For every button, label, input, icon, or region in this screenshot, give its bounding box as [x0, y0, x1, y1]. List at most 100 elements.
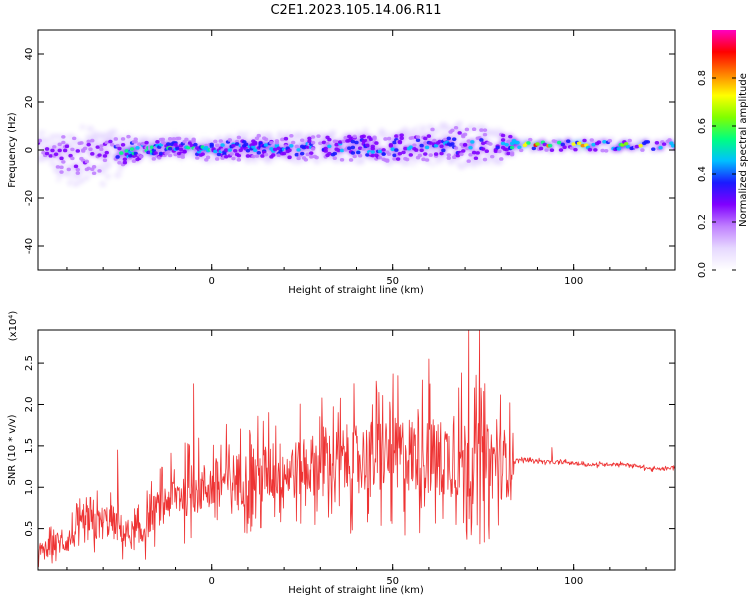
heatmap-cell [556, 140, 562, 145]
heatmap-cell [90, 152, 95, 156]
heatmap-cell [182, 149, 187, 154]
heatmap-cell [151, 157, 157, 161]
heatmap-cell [414, 148, 419, 152]
snr-series [38, 330, 675, 568]
heatmap-cell [509, 151, 515, 155]
heatmap-cell [450, 142, 455, 146]
heatmap-cell [616, 147, 622, 151]
heatmap-cell [91, 165, 97, 169]
heatmap-cell [468, 152, 473, 157]
heatmap-cell [83, 174, 91, 181]
heatmap-cell [309, 155, 314, 159]
heatmap-cell [365, 143, 370, 148]
heatmap-cell [347, 146, 352, 151]
heatmap-cell [363, 138, 368, 143]
heatmap-cell [504, 142, 509, 147]
heatmap-cell [348, 158, 354, 162]
heatmap-cell [424, 145, 430, 150]
heatmap-cell [124, 149, 129, 153]
heatmap-cell [625, 144, 631, 149]
heatmap-cell [607, 138, 613, 143]
heatmap-cell [569, 146, 575, 150]
heatmap-cell [90, 138, 95, 143]
figure-title: C2E1.2023.105.14.06.R11 [270, 3, 441, 18]
heatmap-cell [589, 138, 594, 142]
heatmap-cell [86, 166, 91, 171]
heatmap-cell [88, 147, 93, 152]
heatmap-cell [419, 143, 424, 148]
heatmap-cell [457, 131, 462, 135]
heatmap-cell [362, 127, 370, 134]
heatmap-cell [456, 120, 464, 127]
heatmap-cell [464, 127, 470, 132]
heatmap-cell [459, 152, 464, 157]
heatmap-cell [180, 155, 185, 159]
heatmap-cell [280, 137, 285, 142]
heatmap-cell [167, 137, 173, 141]
heatmap-cell [91, 171, 97, 176]
heatmap-cell [289, 133, 294, 138]
heatmap-cell [518, 148, 524, 153]
heatmap-cell [423, 152, 428, 156]
heatmap-cell [479, 138, 484, 142]
heatmap-cell [59, 165, 64, 170]
heatmap-cell [193, 142, 198, 147]
heatmap-cell [446, 156, 451, 160]
heatmap-cell [99, 144, 104, 148]
heatmap-cell [439, 144, 444, 149]
heatmap-cell [571, 142, 576, 146]
heatmap-cell [517, 145, 522, 150]
heatmap-cell [160, 137, 166, 142]
heatmap-cell [395, 157, 401, 161]
heatmap-cell [470, 140, 475, 144]
heatmap-cell [338, 140, 343, 144]
heatmap-cell [482, 132, 488, 137]
heatmap-cell [108, 175, 116, 182]
heatmap-cell [220, 143, 225, 147]
heatmap-cell [243, 142, 249, 147]
heatmap-cell [408, 153, 413, 157]
heatmap-cell [542, 142, 547, 147]
heatmap-cell [227, 148, 233, 152]
heatmap-cell [307, 139, 312, 144]
heatmap-cell [101, 122, 109, 129]
heatmap-cell [176, 154, 182, 159]
heatmap-cell [109, 142, 115, 147]
heatmap-cell [290, 140, 296, 145]
heatmap-cell [59, 156, 64, 161]
heatmap-cell [82, 146, 88, 151]
heatmap-cell [350, 151, 356, 155]
heatmap-cell [236, 158, 242, 162]
heatmap-cell [158, 151, 164, 156]
heatmap-cell [113, 137, 119, 141]
snr-ticks: 0.5 1.0 1.5 2.0 2.5 0 50 100 [24, 330, 675, 587]
heatmap-cell [638, 143, 643, 148]
heatmap-cell [104, 140, 109, 145]
heatmap-cell [358, 158, 366, 165]
heatmap-cell [484, 149, 489, 154]
heatmap-cell [399, 136, 404, 141]
heatmap-cell [119, 151, 124, 155]
heatmap-cell [372, 136, 377, 141]
heatmap-cell [477, 165, 485, 172]
heatmap-cell [332, 156, 337, 160]
heatmap-cell [62, 148, 68, 153]
heatmap-cell [538, 146, 544, 151]
colorbar-ticks: 0.0 0.2 0.4 0.6 0.8 [697, 70, 736, 278]
heatmap-cell [394, 134, 399, 138]
heatmap-cell [175, 146, 180, 151]
heatmap-cell [92, 131, 100, 138]
x-tick-label: 100 [564, 576, 583, 587]
heatmap-cell [245, 154, 251, 158]
heatmap-cell [455, 153, 461, 158]
heatmap-cell [294, 152, 299, 157]
x-tick-label: 0 [209, 576, 215, 587]
heatmap-cell [506, 151, 511, 156]
heatmap-cell [227, 138, 233, 142]
colorbar-label: Normalized spectral amplitude [738, 73, 749, 227]
heatmap-cell [587, 147, 593, 152]
heatmap-cell [224, 154, 229, 159]
snr-line [38, 330, 675, 568]
heatmap-cell [582, 138, 587, 143]
